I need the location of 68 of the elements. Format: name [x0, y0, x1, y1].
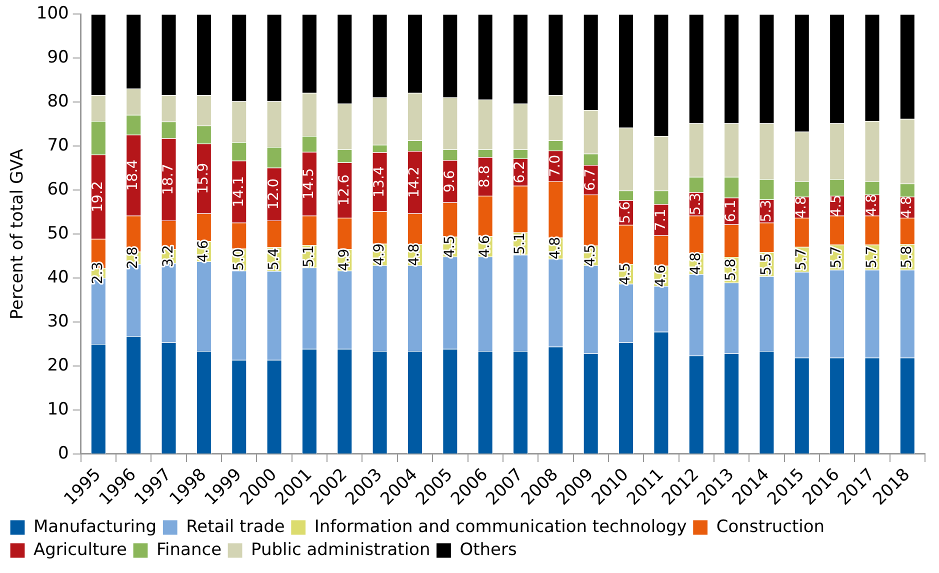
y-tick-label: 10 — [47, 399, 69, 420]
data-label: 12.0 — [266, 178, 282, 210]
data-label: 4.5 — [828, 194, 845, 217]
data-label: 12.6 — [336, 174, 352, 206]
data-label: 19.2 — [90, 181, 106, 212]
data-label: 5.7 — [828, 246, 845, 268]
data-label: 9.6 — [442, 170, 458, 192]
data-label: 4.8 — [688, 252, 704, 275]
y-tick-label: 30 — [47, 311, 69, 332]
data-label: 7.0 — [547, 154, 564, 178]
y-axis-title: Percent of total GVA — [8, 148, 28, 320]
data-label: 5.1 — [301, 245, 318, 268]
data-label: 4.5 — [618, 262, 634, 286]
data-label: 4.8 — [864, 194, 880, 216]
y-tick-label: 90 — [47, 48, 69, 68]
y-tick-label: 40 — [47, 267, 69, 288]
data-label: 2.8 — [125, 246, 142, 269]
data-label: 5.7 — [794, 248, 810, 271]
data-label: 3.2 — [160, 244, 176, 268]
data-label: 13.4 — [371, 166, 388, 198]
data-label: 4.6 — [196, 240, 212, 262]
legend-label: Information and communication technology — [314, 516, 687, 537]
data-label: 4.9 — [371, 243, 388, 266]
legend-label: Construction — [716, 516, 825, 537]
data-label: 4.6 — [476, 235, 493, 258]
legend-label: Agriculture — [34, 540, 127, 560]
data-label: 14.2 — [406, 166, 423, 198]
data-label: 4.8 — [794, 196, 810, 218]
data-label: 5.0 — [230, 248, 247, 271]
y-tick-label: 20 — [47, 355, 69, 376]
data-label: 5.7 — [864, 246, 880, 268]
data-label: 4.8 — [406, 244, 423, 266]
data-label: 4.5 — [442, 235, 458, 258]
data-label: 6.7 — [582, 168, 598, 191]
data-label: 7.1 — [652, 208, 669, 231]
data-label: 5.1 — [512, 232, 528, 255]
y-tick-label: 100 — [36, 4, 69, 24]
data-label: 18.4 — [125, 159, 142, 191]
y-tick-label: 50 — [47, 224, 69, 244]
data-label: 15.9 — [196, 162, 212, 194]
data-label: 4.9 — [336, 248, 352, 271]
data-label: 14.5 — [301, 168, 318, 200]
data-label: 5.3 — [758, 200, 774, 222]
legend-label: Public administration — [251, 540, 430, 560]
data-label: 4.8 — [899, 196, 916, 218]
legend-label: Retail trade — [186, 516, 285, 537]
data-label: 5.5 — [758, 253, 774, 276]
data-label: 4.5 — [582, 244, 598, 267]
legend-label: Others — [460, 540, 517, 560]
data-label: 4.8 — [547, 237, 564, 260]
data-label: 6.2 — [512, 160, 528, 184]
y-tick-label: 0 — [58, 443, 69, 464]
data-label: 2.3 — [90, 262, 106, 284]
legend-label: Finance — [156, 540, 222, 560]
legend-label: Manufacturing — [34, 516, 157, 537]
data-label: 5.8 — [899, 246, 916, 268]
data-label: 18.7 — [160, 164, 176, 195]
y-tick-label: 70 — [47, 136, 69, 156]
data-label: 5.4 — [266, 248, 282, 270]
y-tick-label: 60 — [47, 180, 69, 200]
data-label: 5.8 — [723, 258, 740, 281]
data-label: 6.1 — [723, 200, 740, 222]
data-label: 4.6 — [652, 264, 669, 288]
data-label: 14.1 — [230, 176, 247, 208]
y-tick-label: 80 — [47, 92, 69, 112]
data-label: 8.8 — [476, 165, 493, 188]
data-label: 5.6 — [618, 201, 634, 224]
data-label: 5.3 — [688, 192, 704, 216]
